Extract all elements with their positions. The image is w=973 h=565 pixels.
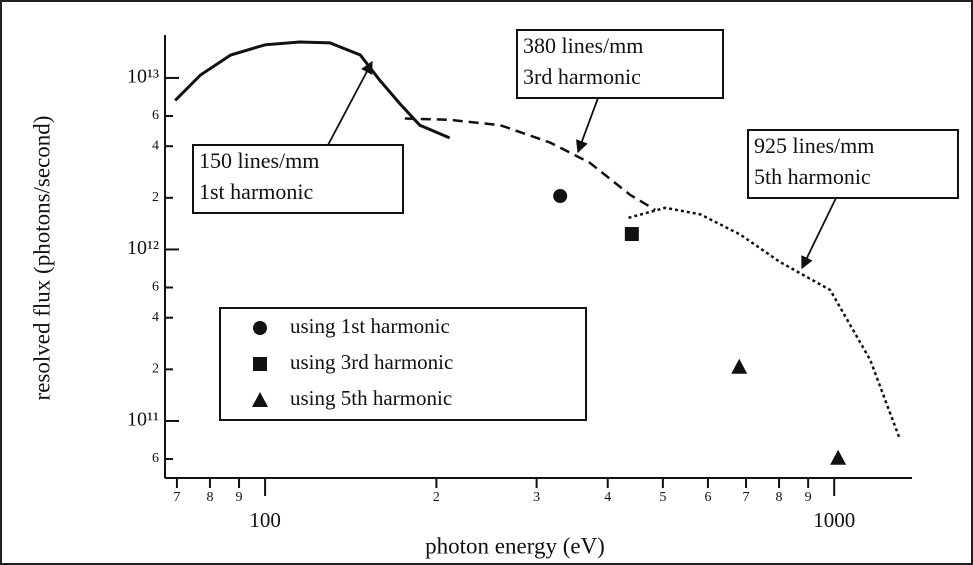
y-tick-label: 6 bbox=[152, 280, 159, 295]
y-tick-label: 10¹¹ bbox=[127, 409, 159, 431]
y-tick-label: 2 bbox=[152, 362, 159, 377]
x-tick-label: 5 bbox=[659, 490, 666, 505]
line-series bbox=[404, 117, 656, 211]
legend-marker bbox=[253, 321, 267, 335]
x-tick-label: 8 bbox=[206, 490, 213, 505]
x-tick-label: 6 bbox=[704, 490, 711, 505]
y-tick-label: 4 bbox=[152, 138, 159, 153]
legend-label: using 3rd harmonic bbox=[290, 350, 453, 374]
x-tick-label: 100 bbox=[249, 508, 281, 532]
y-axis-label: resolved flux (photons/second) bbox=[29, 116, 54, 401]
annotation-arrow bbox=[327, 60, 373, 146]
x-tick-label: 2 bbox=[433, 490, 440, 505]
x-tick-label: 7 bbox=[743, 490, 750, 505]
x-tick-label: 1000 bbox=[813, 508, 855, 532]
legend-marker bbox=[253, 357, 267, 371]
legend-label: using 1st harmonic bbox=[290, 314, 450, 338]
annotation-text: 1st harmonic bbox=[199, 179, 313, 204]
y-tick-label: 10¹³ bbox=[127, 66, 159, 88]
annotation-box bbox=[747, 129, 959, 199]
point bbox=[624, 227, 639, 242]
x-tick-label: 9 bbox=[236, 490, 243, 505]
annotation-arrow bbox=[801, 197, 837, 270]
y-tick-label: 10¹² bbox=[127, 237, 159, 259]
point bbox=[553, 188, 568, 203]
point bbox=[830, 449, 847, 465]
x-tick-label: 9 bbox=[805, 490, 812, 505]
annotation-text: 5th harmonic bbox=[754, 164, 871, 189]
y-tick-label: 6 bbox=[152, 451, 159, 466]
annotation-text: 150 lines/mm bbox=[199, 148, 319, 173]
legend-box bbox=[219, 307, 587, 421]
annotation-box bbox=[192, 144, 404, 214]
annotation-arrow bbox=[576, 97, 599, 154]
legend-label: using 5th harmonic bbox=[290, 386, 452, 410]
y-tick-label: 2 bbox=[152, 190, 159, 205]
annotation-text: 380 lines/mm bbox=[523, 33, 643, 58]
x-tick-label: 7 bbox=[173, 490, 180, 505]
annotation-text: 925 lines/mm bbox=[754, 133, 874, 158]
x-tick-label: 3 bbox=[533, 490, 540, 505]
annotation-box bbox=[516, 29, 724, 99]
legend-marker bbox=[252, 392, 268, 407]
x-axis-label: photon energy (eV) bbox=[425, 533, 605, 558]
y-tick-label: 4 bbox=[152, 310, 159, 325]
x-tick-label: 4 bbox=[604, 490, 611, 505]
line-series bbox=[628, 206, 902, 440]
line-series bbox=[174, 40, 451, 140]
point bbox=[731, 358, 748, 374]
x-tick-label: 8 bbox=[776, 490, 783, 505]
y-tick-label: 6 bbox=[152, 108, 159, 123]
annotation-text: 3rd harmonic bbox=[523, 64, 641, 89]
